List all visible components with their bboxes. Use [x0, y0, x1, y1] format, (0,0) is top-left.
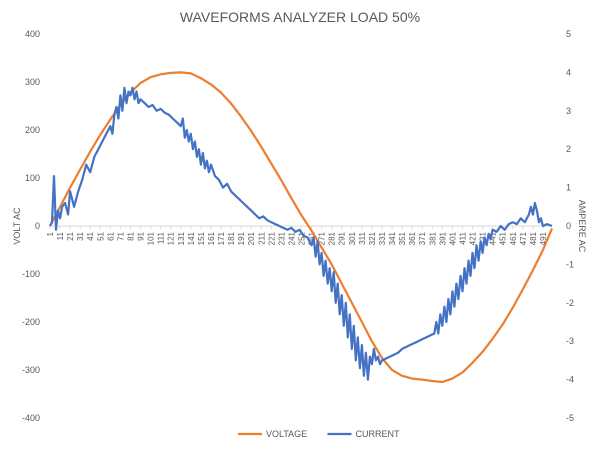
- x-axis-ticks: 1 11 21 31 41 51 61 71 81 91 101 111 121 131 141 151 161…: [46, 226, 548, 245]
- y-right-tick-label: 1: [566, 183, 571, 193]
- x-tick-label: 311: [358, 231, 367, 244]
- series-layer: [49, 71, 554, 384]
- x-tick-label: 441: [489, 231, 498, 245]
- x-tick-label: 451: [499, 231, 508, 245]
- x-tick-label: 41: [86, 231, 95, 240]
- x-tick-label: 411: [458, 231, 467, 244]
- x-tick-label: 481: [529, 231, 538, 245]
- x-tick-label: 261: [308, 231, 317, 245]
- x-tick-label: 161: [207, 231, 216, 245]
- voltage-legend-label: VOLTAGE: [266, 429, 307, 439]
- x-tick-label: 91: [137, 231, 146, 240]
- current-series-line: [49, 86, 553, 381]
- chart-title: WAVEFORMS ANALYZER LOAD 50%: [180, 9, 420, 25]
- x-tick-label: 301: [348, 231, 357, 245]
- x-tick-label: 131: [177, 231, 186, 245]
- x-tick-label: 231: [277, 231, 286, 245]
- x-tick-label: 391: [438, 231, 447, 245]
- x-tick-label: 221: [267, 231, 276, 245]
- x-tick-label: 21: [66, 231, 75, 240]
- x-tick-label: 381: [428, 231, 437, 245]
- y-left-tick-label: 400: [25, 29, 40, 39]
- x-tick-label: 31: [76, 231, 85, 240]
- x-tick-label: 271: [318, 231, 327, 245]
- y-left-tick-label: 0: [35, 221, 40, 231]
- y-left-tick-label: -100: [22, 269, 40, 279]
- x-tick-label: 331: [378, 231, 387, 245]
- x-tick-label: 291: [338, 231, 347, 245]
- x-tick-label: 11: [56, 231, 65, 240]
- y-left-tick-label: -300: [22, 365, 40, 375]
- y-left-tick-label: 200: [25, 125, 40, 135]
- x-tick-label: 141: [187, 231, 196, 245]
- y-right-tick-label: -4: [566, 375, 574, 385]
- current-legend-label: CURRENT: [356, 429, 401, 439]
- y-axis-right-label: AMPERE AC: [577, 200, 587, 253]
- x-tick-label: 431: [479, 231, 488, 245]
- x-tick-label: 151: [197, 231, 206, 245]
- y-right-tick-label: 3: [566, 106, 571, 116]
- y-left-tick-label: 300: [25, 77, 40, 87]
- voltage-series-line: [49, 71, 554, 384]
- x-tick-label: 81: [126, 231, 135, 240]
- x-tick-label: 351: [398, 231, 407, 245]
- legend: VOLTAGE CURRENT: [238, 429, 400, 439]
- x-tick-label: 251: [298, 231, 307, 245]
- x-tick-label: 321: [368, 231, 377, 245]
- x-tick-label: 201: [247, 231, 256, 245]
- x-tick-label: 341: [388, 231, 397, 245]
- x-tick-label: 461: [509, 231, 518, 245]
- y-axis-left-ticks: -400 -300 -200 -100 0 100 200 300 400: [22, 29, 40, 423]
- x-tick-label: 171: [217, 231, 226, 245]
- x-tick-label: 421: [469, 231, 478, 245]
- x-tick-label: 361: [408, 231, 417, 245]
- x-tick-label: 111: [157, 231, 166, 244]
- x-tick-label: 241: [287, 231, 296, 245]
- x-tick-label: 371: [418, 231, 427, 245]
- y-left-tick-label: -200: [22, 317, 40, 327]
- y-left-tick-label: 100: [25, 173, 40, 183]
- y-axis-right-ticks: -5 -4 -3 -2 -1 0 1 2 3 4 5: [566, 29, 574, 423]
- x-tick-label: 191: [237, 231, 246, 245]
- y-right-tick-label: -1: [566, 259, 574, 269]
- x-tick-label: 281: [328, 231, 337, 245]
- x-tick-label: 71: [116, 231, 125, 240]
- x-tick-label: 101: [147, 231, 156, 245]
- y-axis-left-label: VOLT AC: [12, 207, 22, 245]
- x-tick-label: 471: [519, 231, 528, 245]
- y-right-tick-label: 5: [566, 29, 571, 39]
- x-tick-label: 211: [257, 231, 266, 244]
- x-tick-label: 401: [448, 231, 457, 245]
- y-right-tick-label: 2: [566, 144, 571, 154]
- y-right-tick-label: 4: [566, 67, 571, 77]
- y-right-tick-label: 0: [566, 221, 571, 231]
- x-tick-label: 61: [106, 231, 115, 240]
- x-tick-label: 181: [227, 231, 236, 245]
- x-tick-label: 51: [96, 231, 105, 240]
- y-right-tick-label: -2: [566, 298, 574, 308]
- x-tick-label: 491: [539, 231, 548, 245]
- y-right-tick-label: -5: [566, 413, 574, 423]
- x-tick-label: 121: [167, 231, 176, 245]
- x-tick-label: 1: [46, 231, 55, 236]
- y-right-tick-label: -3: [566, 336, 574, 346]
- y-left-tick-label: -400: [22, 413, 40, 423]
